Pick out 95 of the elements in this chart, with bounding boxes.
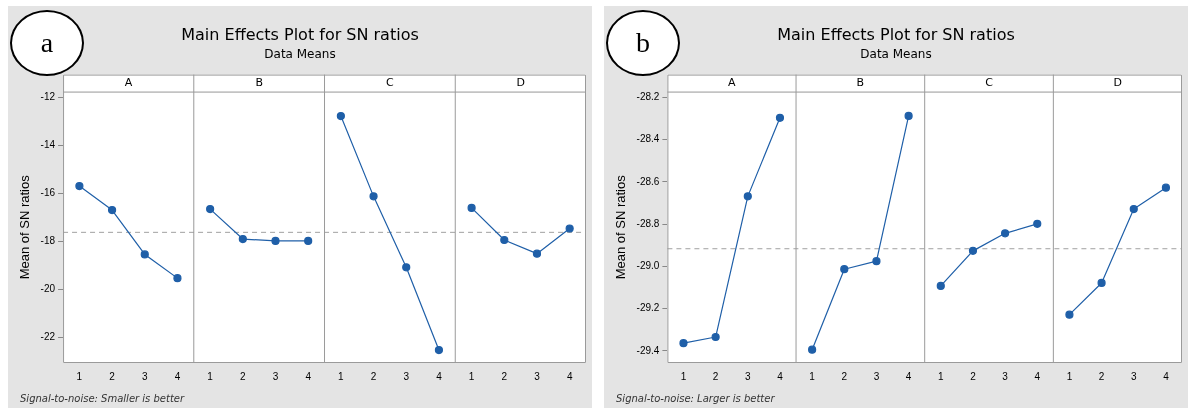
x-tick-label: 2 xyxy=(970,370,977,382)
y-tick-label: -29.0 xyxy=(636,260,660,272)
x-tick-label: 2 xyxy=(501,370,508,382)
point xyxy=(75,181,84,191)
chart-subtitle: Data Means xyxy=(860,46,932,61)
text: a xyxy=(10,10,84,76)
x-tick-label: 1 xyxy=(76,370,83,382)
point xyxy=(743,192,752,201)
x-tick-label: 1 xyxy=(338,370,345,382)
point xyxy=(936,281,945,291)
x-tick-label: 4 xyxy=(777,370,784,382)
point xyxy=(500,235,509,245)
point xyxy=(1129,204,1138,214)
text: b xyxy=(606,10,680,76)
point xyxy=(968,246,978,255)
y-tick-label: -28.4 xyxy=(636,133,660,145)
y-tick-label: -16 xyxy=(40,187,56,199)
x-tick-label: 4 xyxy=(305,370,312,382)
text: C xyxy=(985,75,994,89)
x-tick-label: 4 xyxy=(174,370,181,382)
y-axis-title: Mean of SN ratios xyxy=(17,174,33,280)
x-tick-label: 3 xyxy=(403,370,410,382)
text: B xyxy=(255,75,263,89)
y-tick-label: -28.8 xyxy=(636,217,660,229)
point xyxy=(532,249,542,258)
x-tick-label: 4 xyxy=(1163,370,1170,382)
text: Signal-to-noise: Smaller is better xyxy=(20,393,185,404)
chart-title: Main Effects Plot for SN ratios xyxy=(181,24,419,44)
y-axis-title: Mean of SN ratios xyxy=(613,174,629,280)
x-tick-label: 4 xyxy=(1034,370,1041,382)
x-tick-label: 4 xyxy=(436,370,443,382)
x-tick-label: 1 xyxy=(938,370,944,382)
y-tick-label: -28.6 xyxy=(636,175,660,187)
point xyxy=(467,203,476,212)
chart-subtitle: Data Means xyxy=(264,46,336,61)
y-tick-label: -22 xyxy=(40,330,56,342)
point xyxy=(173,274,182,283)
x-tick-label: 2 xyxy=(1098,370,1105,382)
point xyxy=(336,111,345,121)
point xyxy=(369,192,378,201)
point xyxy=(808,345,817,354)
x-tick-label: 1 xyxy=(809,370,816,382)
x-tick-label: 3 xyxy=(141,370,148,382)
x-tick-label: 2 xyxy=(712,370,719,382)
point xyxy=(140,250,149,259)
x-tick-label: 1 xyxy=(680,370,687,382)
point xyxy=(840,265,849,274)
x-tick-label: 1 xyxy=(468,370,475,382)
text: D xyxy=(516,75,525,89)
x-tick-label: 2 xyxy=(109,370,116,382)
x-tick-label: 4 xyxy=(566,370,573,382)
x-tick-label: 3 xyxy=(873,370,880,382)
y-tick-label: -28.2 xyxy=(636,91,660,103)
point xyxy=(107,205,117,215)
x-tick-label: 3 xyxy=(745,370,752,382)
x-tick-label: 3 xyxy=(534,370,541,382)
point xyxy=(304,236,313,246)
y-tick-label: -29.2 xyxy=(636,302,660,314)
point xyxy=(1033,219,1042,228)
x-tick-label: 3 xyxy=(1002,370,1009,382)
x-tick-label: 2 xyxy=(841,370,848,382)
text: D xyxy=(1113,75,1122,89)
point xyxy=(1161,183,1171,192)
text: B xyxy=(856,75,865,89)
point xyxy=(1097,278,1106,288)
x-tick-label: 4 xyxy=(905,370,912,382)
point xyxy=(904,111,913,120)
text: C xyxy=(386,75,395,89)
point xyxy=(711,332,720,342)
text: Signal-to-noise: Larger is better xyxy=(616,393,775,404)
point xyxy=(1065,310,1074,319)
x-tick-label: 2 xyxy=(370,370,377,382)
y-tick-label: -18 xyxy=(40,234,56,246)
y-tick-label: -12 xyxy=(40,91,56,103)
point xyxy=(775,113,785,122)
point xyxy=(206,204,215,214)
y-tick-label: -29.4 xyxy=(636,344,660,356)
point xyxy=(238,234,247,244)
point xyxy=(1001,229,1010,238)
text: A xyxy=(727,75,736,89)
text: A xyxy=(124,75,133,89)
x-tick-label: 3 xyxy=(272,370,279,382)
y-tick-label: -20 xyxy=(40,282,56,294)
point xyxy=(402,263,411,272)
point xyxy=(271,236,280,246)
chart-title: Main Effects Plot for SN ratios xyxy=(777,24,1015,44)
y-tick-label: -14 xyxy=(40,139,56,151)
x-tick-label: 1 xyxy=(1066,370,1073,382)
point xyxy=(565,224,574,233)
point xyxy=(679,339,688,348)
x-tick-label: 3 xyxy=(1130,370,1137,382)
point xyxy=(434,345,444,355)
x-tick-label: 1 xyxy=(207,370,214,382)
point xyxy=(872,257,881,266)
x-tick-label: 2 xyxy=(240,370,247,382)
